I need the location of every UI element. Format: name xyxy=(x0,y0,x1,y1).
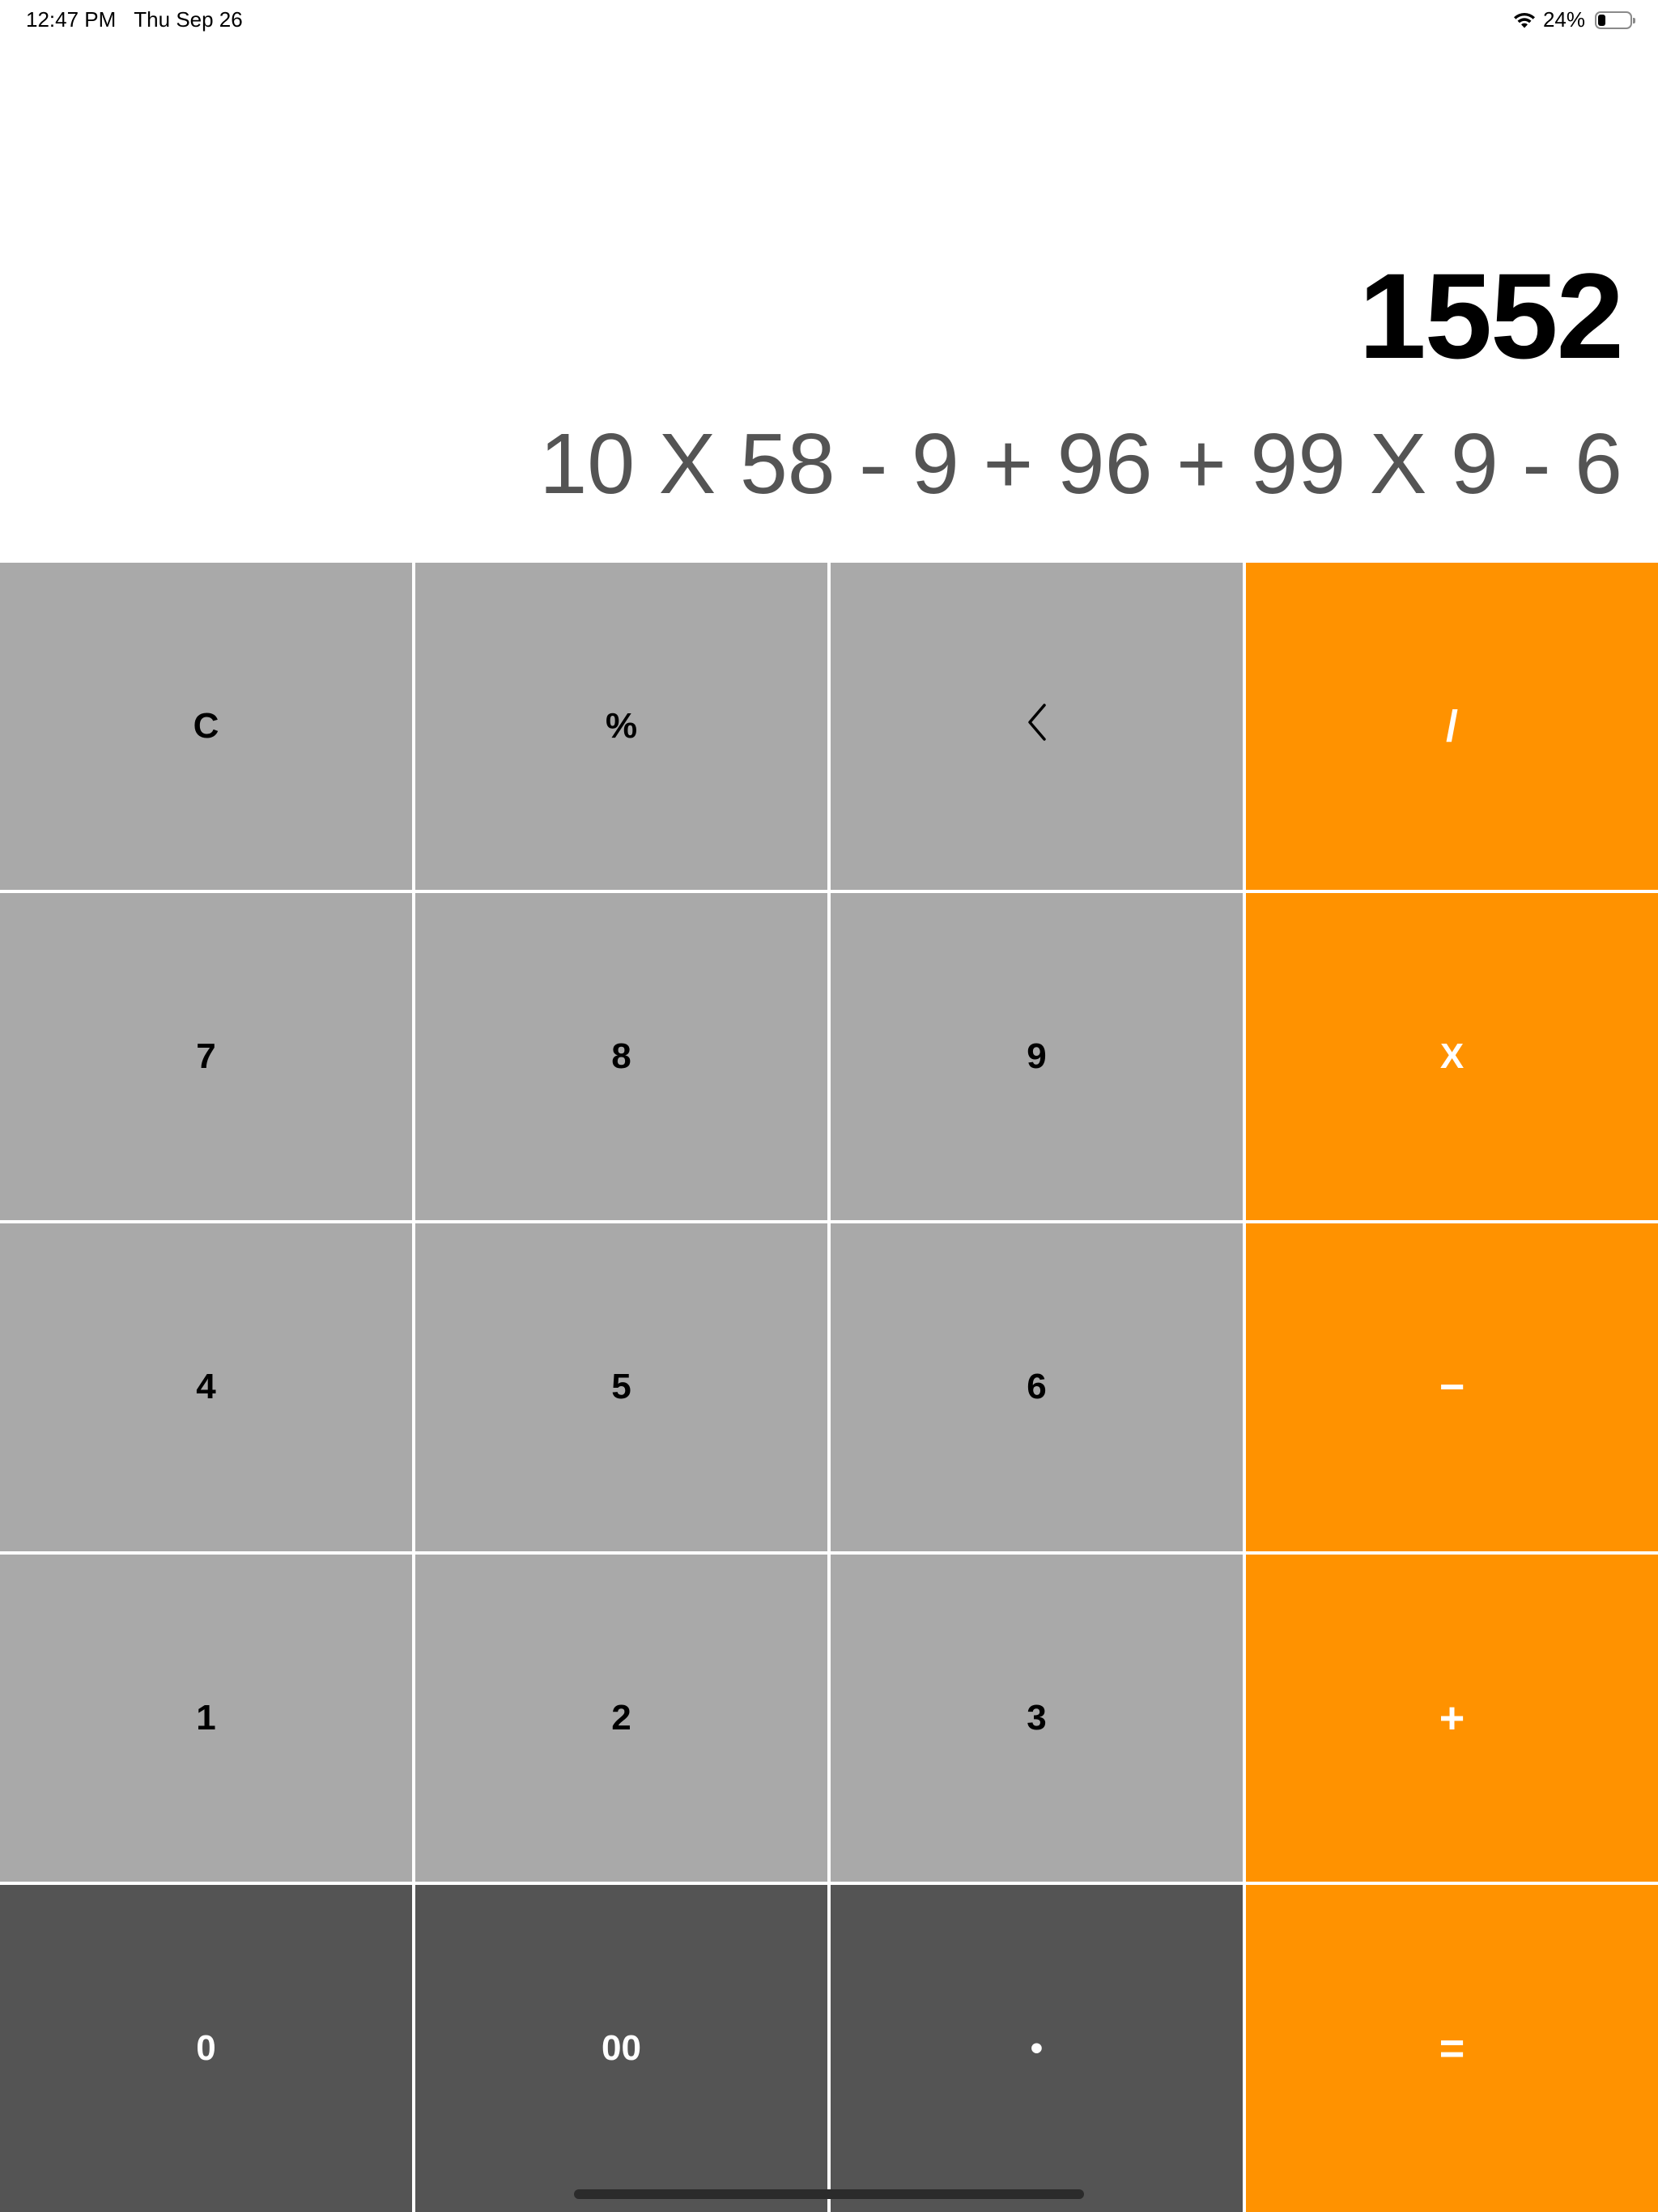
chevron-left-icon xyxy=(1025,702,1049,751)
digit-4-button[interactable]: 4 xyxy=(0,1223,412,1551)
equals-button[interactable]: = xyxy=(1246,1884,1658,2212)
result-value: 1552 xyxy=(1358,248,1624,384)
wifi-icon xyxy=(1512,11,1537,29)
digit-8-button[interactable]: 8 xyxy=(415,893,827,1221)
double-zero-button[interactable]: 00 xyxy=(415,1884,827,2212)
add-button[interactable]: + xyxy=(1246,1554,1658,1882)
home-indicator[interactable] xyxy=(574,2189,1084,2199)
percent-button[interactable]: % xyxy=(415,563,827,891)
subtract-button[interactable]: − xyxy=(1246,1223,1658,1551)
keypad: C % / 7 8 9 X 4 5 6 − 1 2 3 + 0 00 • = xyxy=(0,563,1658,2212)
divide-button[interactable]: / xyxy=(1246,563,1658,891)
digit-9-button[interactable]: 9 xyxy=(831,893,1243,1221)
digit-3-button[interactable]: 3 xyxy=(831,1554,1243,1882)
status-left: 12:47 PM Thu Sep 26 xyxy=(26,7,243,32)
clear-button[interactable]: C xyxy=(0,563,412,891)
battery-fill xyxy=(1598,14,1605,26)
multiply-button[interactable]: X xyxy=(1246,893,1658,1221)
calculator-display: 1552 10 X 58 - 9 + 96 + 99 X 9 - 6 xyxy=(0,40,1658,563)
status-right: 24% xyxy=(1512,7,1635,32)
status-date: Thu Sep 26 xyxy=(134,7,243,32)
decimal-button[interactable]: • xyxy=(831,1884,1243,2212)
digit-2-button[interactable]: 2 xyxy=(415,1554,827,1882)
status-time: 12:47 PM xyxy=(26,7,117,32)
digit-6-button[interactable]: 6 xyxy=(831,1223,1243,1551)
digit-5-button[interactable]: 5 xyxy=(415,1223,827,1551)
expression-text: 10 X 58 - 9 + 96 + 99 X 9 - 6 xyxy=(539,416,1622,512)
battery-icon xyxy=(1595,11,1635,29)
status-bar: 12:47 PM Thu Sep 26 24% xyxy=(0,0,1658,40)
digit-0-button[interactable]: 0 xyxy=(0,1884,412,2212)
digit-1-button[interactable]: 1 xyxy=(0,1554,412,1882)
digit-7-button[interactable]: 7 xyxy=(0,893,412,1221)
backspace-button[interactable] xyxy=(831,563,1243,891)
battery-percent: 24% xyxy=(1542,7,1585,32)
